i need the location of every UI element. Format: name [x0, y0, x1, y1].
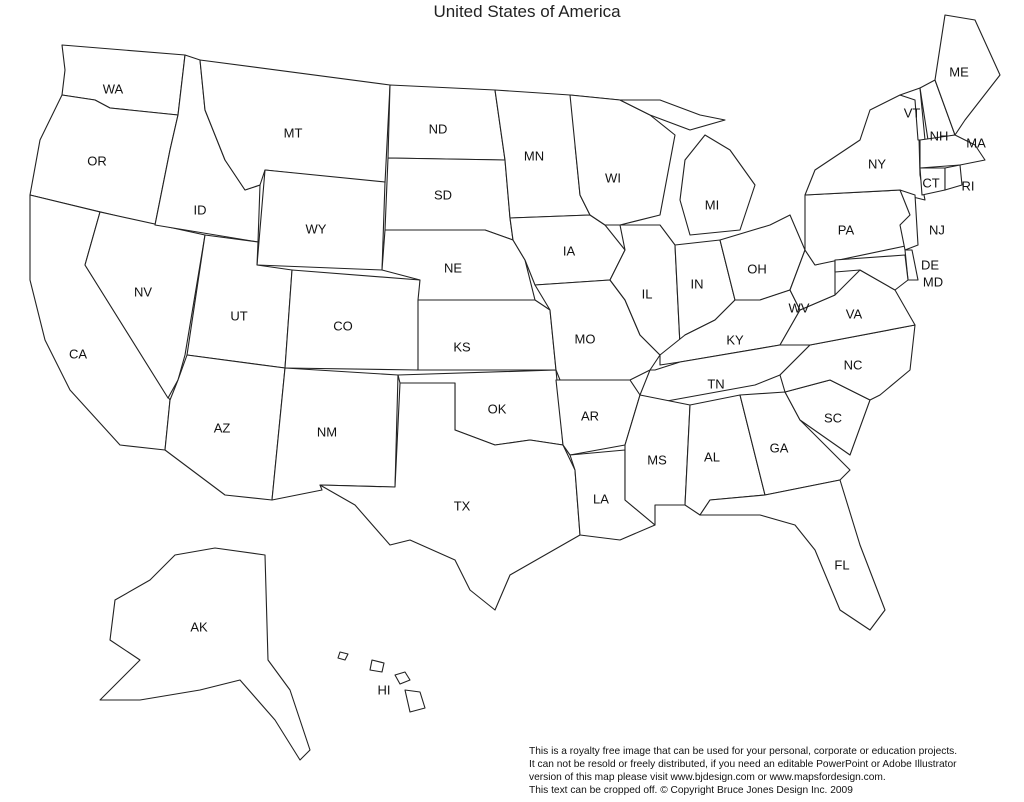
state-label: MT	[284, 125, 303, 140]
state-label: NJ	[929, 222, 945, 237]
state-il[interactable]	[609, 224, 681, 356]
state-label: OH	[747, 261, 767, 276]
footer-line: It can not be resold or freely distribut…	[529, 759, 957, 770]
state-outline[interactable]	[679, 134, 756, 236]
state-label: PA	[838, 222, 855, 237]
state-outline[interactable]	[834, 254, 909, 291]
state-pa[interactable]	[804, 189, 916, 266]
state-label: CT	[922, 175, 939, 190]
state-label: NM	[317, 424, 337, 439]
state-label: IA	[563, 243, 576, 258]
state-outline[interactable]	[199, 59, 391, 191]
map-title: United States of America	[433, 2, 621, 21]
footer-line: This is a royalty free image that can be…	[529, 746, 958, 757]
state-label: WA	[103, 81, 124, 96]
state-label: AR	[581, 408, 599, 423]
state-label: AL	[704, 449, 720, 464]
state-label: KS	[453, 339, 471, 354]
state-label: CA	[69, 346, 87, 361]
state-label: DE	[921, 257, 939, 272]
state-label: MA	[966, 135, 986, 150]
state-label: NC	[844, 357, 863, 372]
state-label: OR	[87, 153, 107, 168]
state-ri[interactable]	[944, 164, 963, 191]
state-label: TX	[454, 498, 471, 513]
state-label: UT	[230, 308, 247, 323]
state-label: WY	[306, 221, 327, 236]
state-outline[interactable]	[944, 164, 963, 191]
state-outline[interactable]	[619, 99, 726, 131]
state-outline[interactable]	[337, 651, 349, 661]
state-outline[interactable]	[639, 344, 811, 406]
state-label: HI	[378, 682, 391, 697]
state-label: AZ	[214, 420, 231, 435]
state-label: ME	[949, 64, 969, 79]
state-outline[interactable]	[609, 224, 681, 356]
state-fl[interactable]	[699, 479, 886, 631]
state-outline[interactable]	[256, 169, 386, 271]
state-label: NV	[134, 284, 152, 299]
footer-line: version of this map please visit www.bjd…	[529, 772, 886, 783]
state-label: KY	[726, 332, 744, 347]
state-hi[interactable]	[337, 651, 426, 713]
state-label: CO	[333, 318, 353, 333]
state-mt[interactable]	[199, 59, 391, 191]
state-ms[interactable]	[624, 394, 691, 526]
state-label: WV	[789, 300, 810, 315]
state-outline[interactable]	[804, 189, 916, 266]
state-tx[interactable]	[319, 382, 581, 611]
state-outline[interactable]	[404, 689, 426, 713]
state-outline[interactable]	[699, 479, 886, 631]
state-label: VT	[904, 105, 921, 120]
copyright-notice: This is a royalty free image that can be…	[529, 745, 957, 797]
state-label: OK	[488, 401, 507, 416]
state-label: WI	[605, 170, 621, 185]
state-label: SC	[824, 410, 842, 425]
state-outline[interactable]	[369, 659, 385, 673]
state-label: TN	[707, 376, 724, 391]
state-label: GA	[770, 440, 789, 455]
state-wy[interactable]	[256, 169, 386, 271]
state-mi[interactable]	[619, 99, 756, 236]
state-outline[interactable]	[99, 547, 311, 761]
state-label: MN	[524, 148, 544, 163]
state-label: MS	[647, 452, 667, 467]
footer-line: This text can be cropped off. © Copyrigh…	[529, 785, 853, 796]
state-ak[interactable]	[99, 547, 311, 761]
state-label: MI	[705, 197, 719, 212]
state-outline[interactable]	[394, 671, 411, 685]
state-md[interactable]	[834, 254, 909, 291]
state-label: ID	[194, 202, 207, 217]
state-label: NH	[930, 128, 949, 143]
state-label: FL	[834, 557, 849, 572]
state-tn[interactable]	[639, 344, 811, 406]
state-label: IL	[642, 286, 653, 301]
state-label: RI	[962, 178, 975, 193]
state-label: LA	[593, 491, 609, 506]
state-ks[interactable]	[417, 299, 557, 371]
state-outline[interactable]	[624, 394, 691, 526]
state-label: VA	[846, 306, 863, 321]
state-outline[interactable]	[417, 299, 557, 371]
state-label: MD	[923, 274, 943, 289]
state-label: AK	[190, 619, 208, 634]
state-label: NY	[868, 156, 886, 171]
state-label: MO	[575, 331, 596, 346]
state-label: ND	[429, 121, 448, 136]
state-outline[interactable]	[319, 382, 581, 611]
state-label: NE	[444, 260, 462, 275]
state-label: IN	[691, 276, 704, 291]
state-label: SD	[434, 187, 452, 202]
